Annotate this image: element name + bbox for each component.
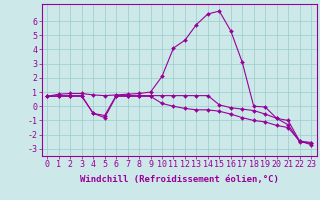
- X-axis label: Windchill (Refroidissement éolien,°C): Windchill (Refroidissement éolien,°C): [80, 175, 279, 184]
